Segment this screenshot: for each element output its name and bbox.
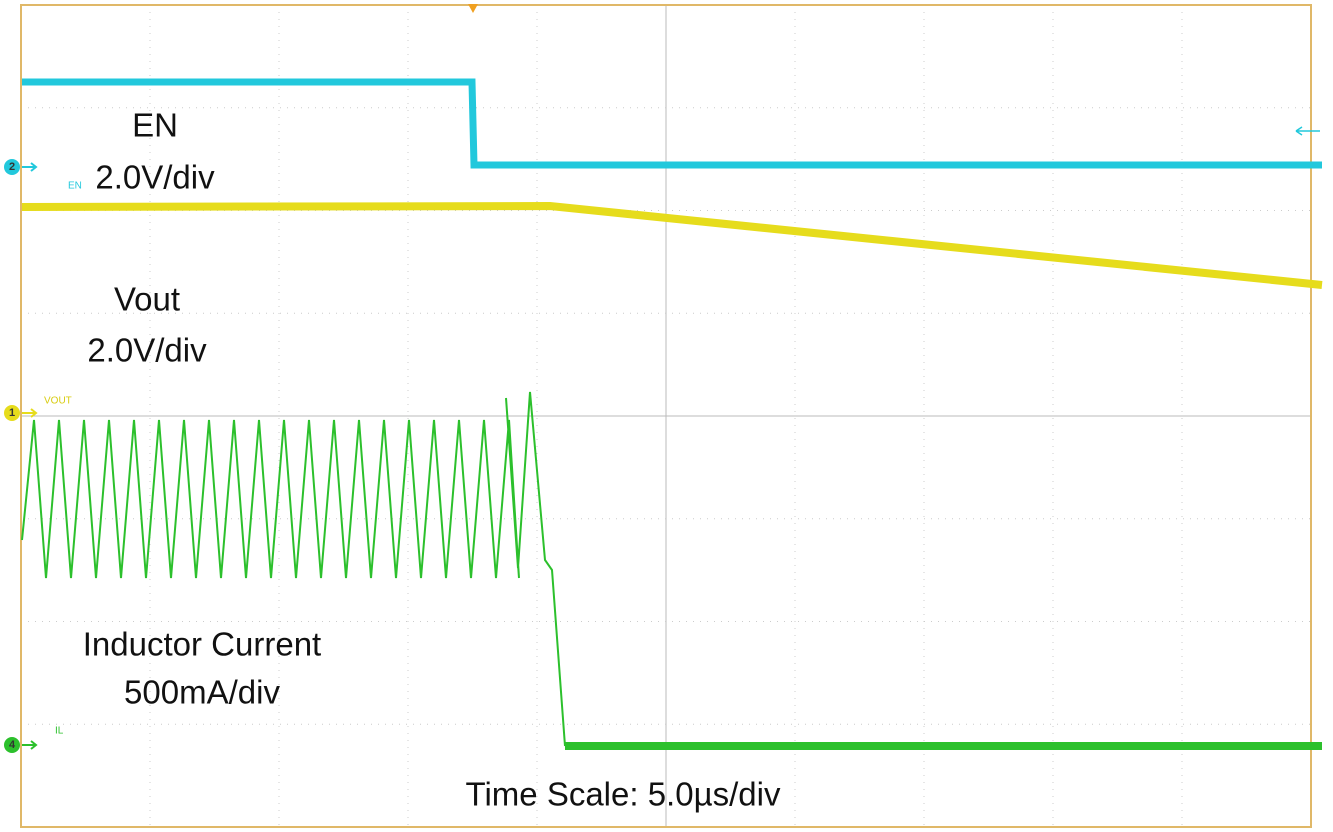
channel-scale: 2.0V/div [87, 332, 207, 369]
channel-tag: IL [55, 726, 64, 737]
channel-number: 2 [9, 161, 15, 173]
channel-tag: VOUT [44, 396, 72, 407]
il-trace [21, 391, 566, 747]
en-ref-arrow [1295, 126, 1320, 136]
channel-name: Vout [114, 281, 180, 318]
channel-scale: 500mA/div [124, 674, 280, 711]
en-trace [22, 78, 1322, 169]
time-scale: Time Scale: 5.0µs/div [466, 776, 781, 813]
channel-number: 1 [9, 407, 15, 419]
grid [21, 5, 1311, 827]
trigger-marker [468, 4, 478, 13]
channel-scale: 2.0V/div [95, 159, 215, 196]
channel-number: 4 [9, 739, 16, 751]
vout-trace [21, 201, 1323, 289]
channel-tag: EN [68, 181, 82, 192]
channel-marker: 4 [4, 737, 38, 753]
channel-name: Inductor Current [83, 626, 321, 663]
screen-frame [20, 4, 1312, 828]
channel-name: EN [132, 107, 178, 144]
channel-marker: 1 [4, 405, 38, 421]
channel-marker: 2 [4, 159, 38, 175]
